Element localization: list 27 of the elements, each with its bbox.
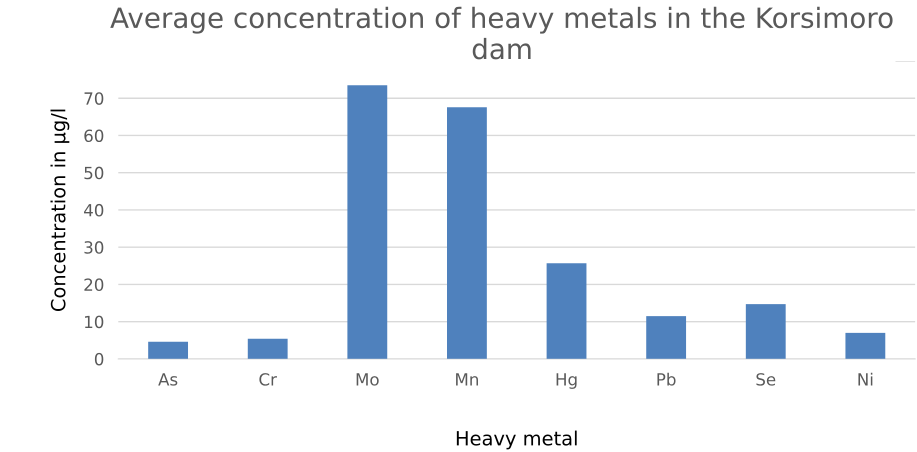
- bar: [746, 304, 786, 359]
- x-tick-label: Ni: [858, 372, 872, 386]
- x-axis-title: Heavy metal: [456, 430, 577, 450]
- bar: [148, 342, 188, 359]
- y-tick-label: 10: [85, 316, 104, 328]
- y-tick-label: 50: [84, 166, 104, 180]
- y-tick-label: 0: [94, 352, 104, 366]
- y-tick-label: 20: [84, 278, 104, 291]
- x-tick-label: Pb: [657, 372, 676, 386]
- chart-title: Average concentration of heavy metals in the Korsimoro dam: [110, 6, 893, 60]
- x-tick-label: Cr: [259, 373, 277, 386]
- y-axis-title: Concentration in µg/l: [50, 110, 70, 312]
- y-tick-label: 40: [84, 204, 104, 217]
- x-tick-label: Hg: [556, 373, 577, 389]
- bar: [347, 85, 388, 359]
- bar: [845, 332, 886, 359]
- bar: [447, 107, 487, 359]
- bar: [646, 316, 686, 359]
- y-tick-label: 60: [84, 129, 104, 142]
- bar: [248, 338, 288, 359]
- y-tick-label: 70: [84, 92, 104, 105]
- y-tick-label: 30: [84, 241, 104, 254]
- x-tick-label: Mn: [456, 373, 478, 386]
- x-tick-label: Se: [756, 373, 776, 386]
- x-tick-label: As: [158, 373, 178, 386]
- bar: [546, 263, 586, 359]
- x-tick-label: Mo: [356, 373, 379, 386]
